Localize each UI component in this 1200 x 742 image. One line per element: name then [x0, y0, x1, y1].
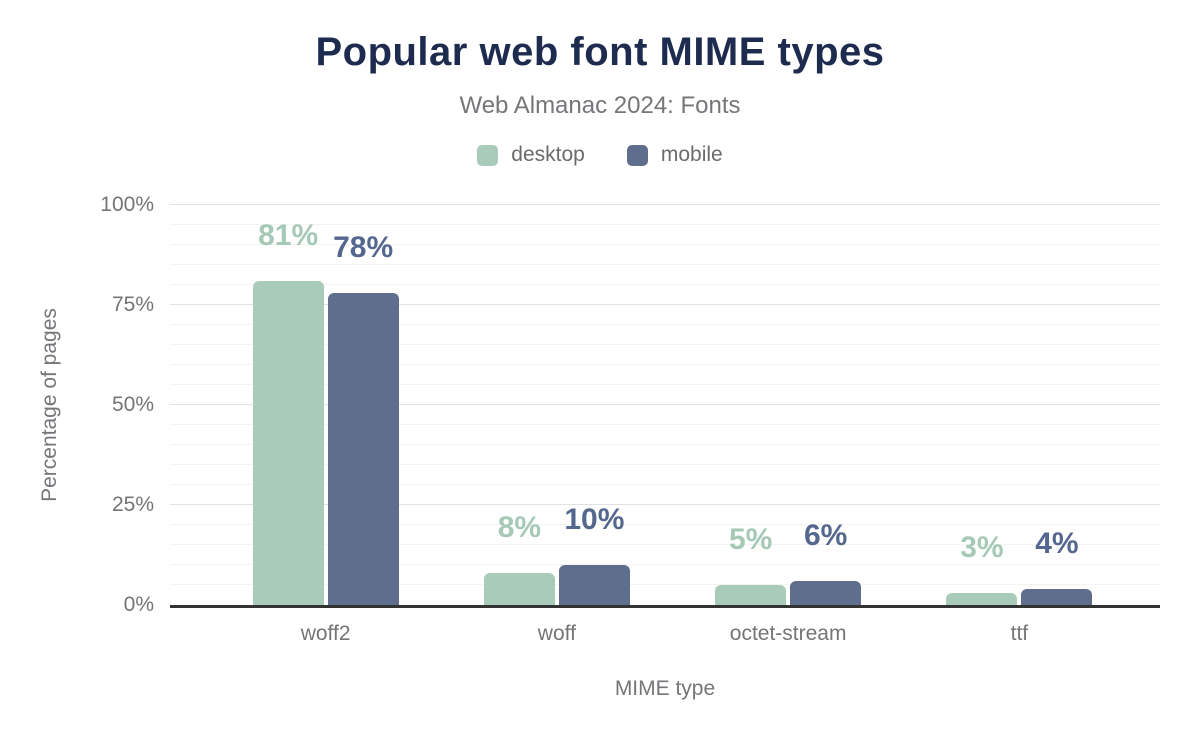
y-tick-label: 100%	[100, 193, 154, 216]
gridline-major	[170, 504, 1160, 505]
legend-label-mobile: mobile	[660, 143, 723, 166]
gridline-minor	[170, 424, 1160, 425]
bar-mobile-octet-stream: 6%	[790, 521, 862, 605]
bar-value-label-mobile-octet-stream: 6%	[803, 519, 848, 552]
x-tick-label-woff2: woff2	[300, 622, 351, 645]
chart-subtitle: Web Almanac 2024: Fonts	[459, 92, 741, 119]
bar-value-label-desktop-woff: 8%	[497, 511, 542, 544]
bar-group-ttf: 3% 4%	[904, 205, 1135, 605]
gridline-minor	[170, 284, 1160, 285]
gridline-minor	[170, 244, 1160, 245]
bar-value-label-desktop-ttf: 3%	[960, 531, 1004, 564]
bar-group-woff: 8% 10%	[441, 205, 672, 605]
x-tick-label-woff: woff	[537, 622, 576, 645]
gridline-minor	[170, 324, 1160, 325]
bar-desktop-ttf: 3%	[946, 533, 1018, 605]
mobile-swatch-icon	[626, 144, 648, 166]
legend-item-mobile: mobile	[626, 143, 723, 167]
x-tick-label-octet-stream: octet-stream	[729, 622, 847, 645]
y-tick-label: 0%	[123, 593, 154, 616]
legend: desktop mobile	[0, 143, 1200, 167]
gridline-minor	[170, 584, 1160, 585]
bar-groups: 81% 78% 8% 10% 5% 6% 3% 4%	[170, 205, 1160, 605]
gridline-minor	[170, 344, 1160, 345]
x-tick-label-ttf: ttf	[1010, 622, 1029, 645]
gridline-major	[170, 304, 1160, 305]
bar-value-label-mobile-ttf: 4%	[1035, 527, 1079, 560]
gridline-minor	[170, 484, 1160, 485]
y-tick-label: 50%	[111, 393, 154, 416]
desktop-swatch-icon	[477, 144, 499, 166]
gridline-minor	[170, 264, 1160, 265]
gridline-minor	[170, 444, 1160, 445]
plot-area: 81% 78% 8% 10% 5% 6% 3% 4%	[170, 204, 1160, 608]
bar-group-octet-stream: 5% 6%	[673, 205, 904, 605]
bar-value-label-desktop-woff2: 81%	[258, 219, 319, 252]
gridline-major	[170, 404, 1160, 405]
bar-value-label-desktop-octet-stream: 5%	[728, 523, 773, 556]
gridline-minor	[170, 464, 1160, 465]
chart-region: Percentage of pages 81% 78% 8% 10% 5% 6% 3% 4% …	[38, 193, 1160, 700]
gridline-minor	[170, 224, 1160, 225]
bar-mobile-woff: 10%	[558, 505, 630, 605]
legend-item-desktop: desktop	[477, 143, 585, 167]
gridline-minor	[170, 524, 1160, 525]
x-axis-title: MIME type	[614, 677, 716, 700]
chart-title: Popular web font MIME types	[315, 30, 885, 74]
bar-desktop-woff2: 81%	[252, 221, 324, 605]
y-tick-label: 25%	[111, 493, 154, 516]
bar-desktop-woff: 8%	[483, 513, 555, 605]
legend-label-desktop: desktop	[511, 143, 585, 166]
bar-mobile-ttf: 4%	[1021, 529, 1093, 605]
gridline-minor	[170, 364, 1160, 365]
bar-value-label-mobile-woff2: 78%	[333, 231, 394, 264]
gridline-major	[170, 204, 1160, 205]
bar-mobile-woff2: 78%	[327, 233, 399, 605]
gridline-minor	[170, 384, 1160, 385]
x-axis-ticks: woff2 woff octet-stream ttf	[170, 622, 1160, 646]
gridline-minor	[170, 564, 1160, 565]
bar-value-label-mobile-woff: 10%	[564, 503, 625, 536]
y-tick-label: 75%	[111, 293, 154, 316]
gridline-minor	[170, 544, 1160, 545]
bar-desktop-octet-stream: 5%	[715, 525, 787, 605]
bar-group-woff2: 81% 78%	[210, 205, 441, 605]
